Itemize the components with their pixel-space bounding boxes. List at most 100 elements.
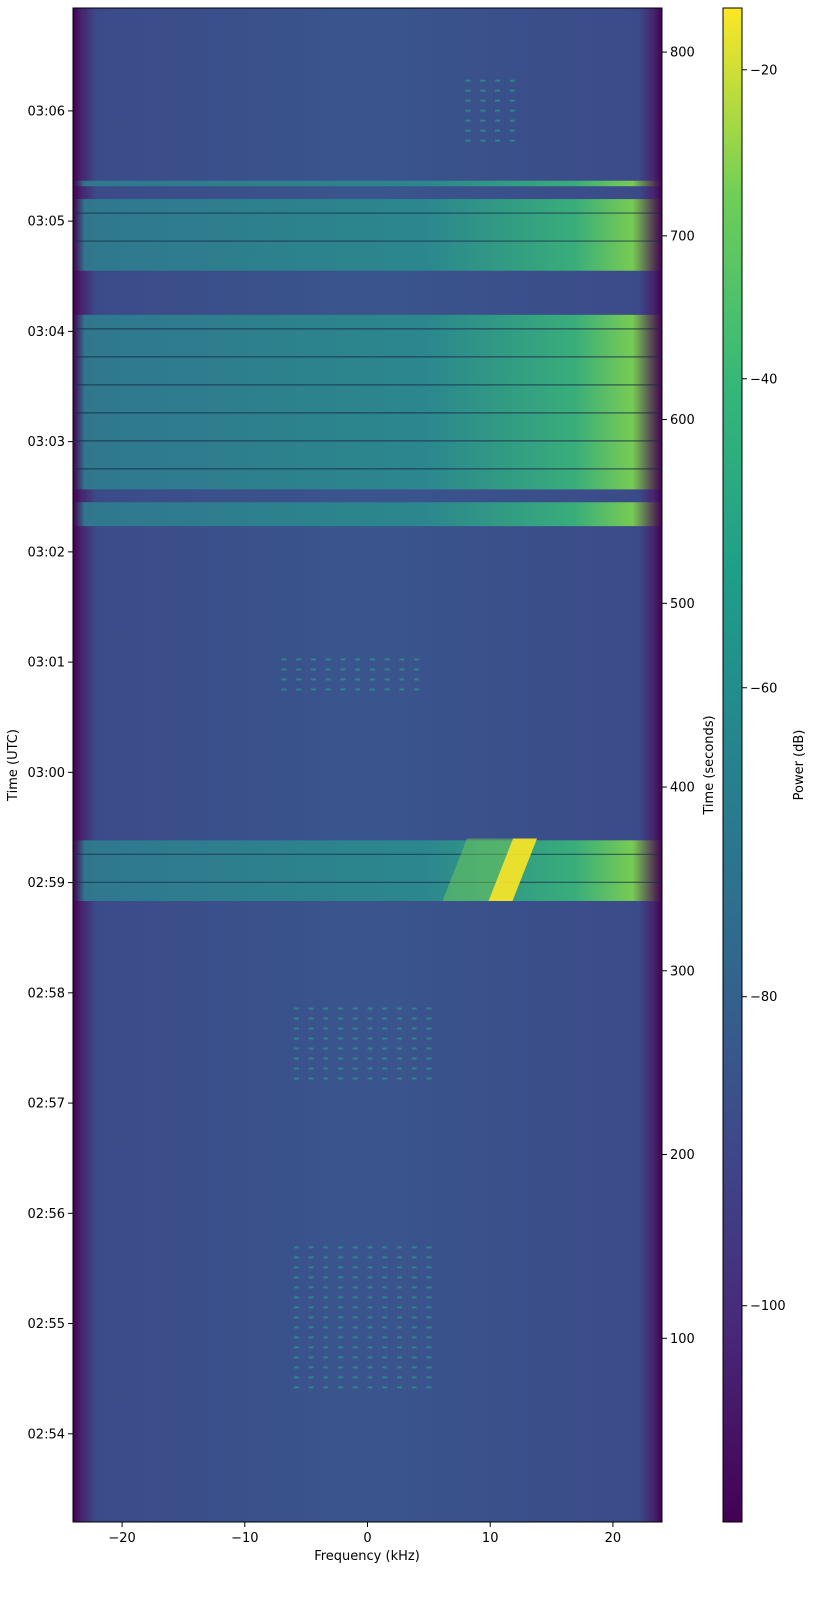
- feature-dot: [293, 1067, 299, 1070]
- feature-dot: [293, 1027, 299, 1030]
- feature-dot: [323, 1366, 329, 1369]
- feature-dot: [323, 1246, 329, 1249]
- feature-dot: [338, 1296, 344, 1299]
- feature-dot: [308, 1057, 314, 1060]
- feature-dot: [411, 1296, 417, 1299]
- x-tick-label: 0: [363, 1531, 371, 1546]
- feature-dot: [426, 1326, 432, 1329]
- feature-dot: [396, 1286, 402, 1289]
- feature-dot: [308, 1017, 314, 1020]
- feature-dot: [308, 1067, 314, 1070]
- feature-dot: [352, 1366, 358, 1369]
- feature-dot: [308, 1047, 314, 1050]
- feature-dot: [281, 688, 287, 691]
- y-right-tick-label: 400: [670, 781, 695, 796]
- burst-band: [73, 199, 662, 271]
- feature-dot: [355, 678, 361, 681]
- feature-dot: [426, 1246, 432, 1249]
- feature-dot: [369, 658, 375, 661]
- feature-dot: [308, 1246, 314, 1249]
- feature-dot: [323, 1027, 329, 1030]
- y-left-tick-label: 03:06: [28, 104, 65, 119]
- feature-dot: [308, 1266, 314, 1269]
- feature-dot: [396, 1057, 402, 1060]
- feature-dot: [399, 668, 405, 671]
- feature-dot: [384, 668, 390, 671]
- feature-dot: [382, 1376, 388, 1379]
- feature-dot: [352, 1266, 358, 1269]
- feature-dot: [411, 1386, 417, 1389]
- feature-dot: [293, 1077, 299, 1080]
- feature-dot: [293, 1376, 299, 1379]
- feature-dot: [367, 1007, 373, 1010]
- feature-dot: [399, 688, 405, 691]
- feature-dot: [426, 1047, 432, 1050]
- narrowband-features: [281, 79, 515, 1389]
- feature-dot: [352, 1316, 358, 1319]
- feature-dot: [382, 1356, 388, 1359]
- feature-dot: [396, 1296, 402, 1299]
- feature-dot: [308, 1376, 314, 1379]
- feature-dot: [411, 1067, 417, 1070]
- feature-dot: [495, 129, 501, 132]
- feature-dot: [293, 1047, 299, 1050]
- feature-dot: [352, 1256, 358, 1259]
- feature-dot: [367, 1266, 373, 1269]
- feature-dot: [396, 1037, 402, 1040]
- feature-dot: [426, 1067, 432, 1070]
- feature-dot: [382, 1326, 388, 1329]
- y-right-tick-label: 200: [670, 1148, 695, 1163]
- feature-dot: [396, 1326, 402, 1329]
- feature-dot: [352, 1246, 358, 1249]
- x-axis-ticks: −20 −10 0 10 20: [108, 1522, 621, 1546]
- y-left-tick-label: 03:03: [28, 435, 65, 450]
- feature-dot: [308, 1286, 314, 1289]
- x-tick-label: −10: [231, 1531, 258, 1546]
- feature-dot: [382, 1306, 388, 1309]
- feature-dot: [414, 658, 420, 661]
- feature-dot: [396, 1256, 402, 1259]
- feature-dot: [382, 1246, 388, 1249]
- feature-dot: [369, 668, 375, 671]
- burst-band: [73, 840, 662, 901]
- y-left-tick-label: 03:02: [28, 545, 65, 560]
- feature-dot: [509, 99, 515, 102]
- burst-band: [73, 314, 662, 490]
- feature-dot: [367, 1276, 373, 1279]
- feature-dot: [411, 1356, 417, 1359]
- feature-dot: [396, 1366, 402, 1369]
- feature-dot: [323, 1286, 329, 1289]
- feature-dot: [323, 1057, 329, 1060]
- feature-dot: [396, 1017, 402, 1020]
- feature-dot: [411, 1286, 417, 1289]
- strong-signal-halo: [442, 838, 514, 901]
- feature-dot: [495, 79, 501, 82]
- feature-dot: [396, 1316, 402, 1319]
- feature-dot: [293, 1336, 299, 1339]
- feature-dot: [338, 1306, 344, 1309]
- feature-dot: [308, 1027, 314, 1030]
- feature-dot: [340, 678, 346, 681]
- feature-dot: [338, 1017, 344, 1020]
- feature-dot: [323, 1037, 329, 1040]
- feature-dot: [323, 1346, 329, 1349]
- feature-dot: [382, 1286, 388, 1289]
- feature-dot: [352, 1326, 358, 1329]
- feature-dot: [367, 1316, 373, 1319]
- feature-dot: [396, 1007, 402, 1010]
- feature-dot: [311, 668, 317, 671]
- feature-dot: [382, 1017, 388, 1020]
- y-left-tick-label: 03:00: [28, 766, 65, 781]
- y-left-tick-label: 03:01: [28, 656, 65, 671]
- y-right-tick-label: 600: [670, 413, 695, 428]
- feature-dot: [369, 688, 375, 691]
- feature-dot: [338, 1266, 344, 1269]
- heatmap-plot-area: [73, 8, 662, 1522]
- feature-dot: [367, 1306, 373, 1309]
- feature-dot: [367, 1067, 373, 1070]
- feature-dot: [367, 1326, 373, 1329]
- feature-dot: [325, 688, 331, 691]
- feature-dot: [323, 1047, 329, 1050]
- feature-dot: [308, 1326, 314, 1329]
- feature-dot: [509, 89, 515, 92]
